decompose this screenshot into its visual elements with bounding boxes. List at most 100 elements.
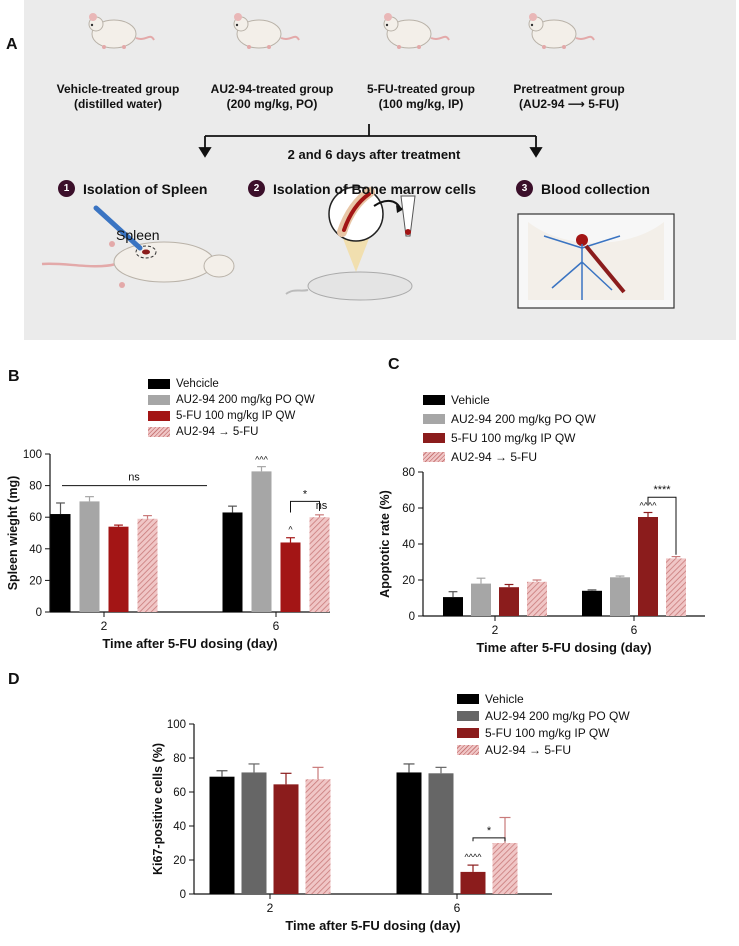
- d-bar-s2-c0: [273, 784, 299, 894]
- legend-d-label-1: AU2-94 200 mg/kg PO QW: [485, 708, 630, 723]
- chart-b-spleen-weight: 0 20 40 60 80 100 2 6 Time after 5-FU dosing (da…: [6, 449, 330, 651]
- legend-c: Vehicle AU2-94 200 mg/kg PO QW 5-FU 100 …: [423, 390, 596, 466]
- c-y-tick-label: 80: [402, 467, 415, 479]
- d-bar-s0-c1: [396, 772, 422, 894]
- legend-b-swatch-2: [148, 411, 170, 421]
- legend-c-label-2: 5-FU 100 mg/kg IP QW: [451, 430, 576, 445]
- legend-b-label-1: AU2-94 200 mg/kg PO QW: [176, 394, 315, 406]
- d-y-tick-label: 40: [173, 821, 186, 833]
- c-bar-s2-c0: [499, 587, 519, 616]
- d-star-bracket: [472, 837, 506, 842]
- d-bar-s1-c1: [428, 773, 454, 894]
- legend-d-item-2: 5-FU 100 mg/kg IP QW: [457, 724, 630, 741]
- c-y-tick-label: 60: [402, 503, 415, 515]
- c-bar-s2-c1: [638, 517, 658, 616]
- c-bar-s0-c1: [582, 590, 602, 616]
- legend-b-swatch-1: [148, 395, 170, 405]
- legend-d-label-0: Vehicle: [485, 691, 524, 706]
- legend-b-item-2: 5-FU 100 mg/kg IP QW: [148, 408, 315, 424]
- b-bar-s2-c0: [108, 526, 129, 612]
- legend-c-swatch-2: [423, 432, 445, 443]
- mouse-icon-au294: [233, 12, 300, 50]
- scheme-drawing: Spleen: [41, 12, 675, 309]
- group-label-5fu: 5-FU-treated group (100 mg/kg, IP): [336, 82, 506, 112]
- c-x-label: Time after 5-FU dosing (day): [476, 640, 651, 655]
- legend-c-label-3: AU2-94 → 5-FU: [451, 449, 538, 464]
- chart-c-apoptotic-rate: 0 20 40 60 80 2 6 Time after 5-FU dosing (day) A…: [378, 467, 705, 655]
- legend-b-label-2: 5-FU 100 mg/kg IP QW: [176, 410, 296, 422]
- group-5fu-line2: (100 mg/kg, IP): [378, 97, 464, 111]
- group-label-vehicle: Vehicle-treated group (distilled water): [33, 82, 203, 112]
- d-bar-s3-c0: [305, 779, 331, 894]
- d-bar-s0-c0: [209, 776, 235, 894]
- d-y-label: Ki67-positive cells (%): [151, 743, 165, 875]
- d-x-tick-label: 6: [454, 901, 461, 915]
- legend-b: Vehcicle AU2-94 200 mg/kg PO QW 5-FU 100…: [148, 376, 315, 440]
- chart-d-ki67: 0 20 40 60 80 100 2 6 Time after 5-FU dosing (da…: [151, 719, 552, 933]
- panel-letter-d: D: [8, 671, 20, 688]
- step-spleen: 1 Isolation of Spleen: [58, 180, 207, 197]
- panel-letter-a: A: [6, 36, 18, 53]
- b-bar-s1-c0: [79, 501, 100, 612]
- legend-d-item-0: Vehicle: [457, 690, 630, 707]
- timing-label: 2 and 6 days after treatment: [287, 147, 461, 162]
- legend-b-swatch-3: [148, 427, 170, 437]
- legend-d-swatch-0: [457, 693, 479, 704]
- legend-b-item-0: Vehcicle: [148, 376, 315, 392]
- group-label-pretreatment: Pretreatment group (AU2-94 ⟶ 5-FU): [484, 82, 654, 112]
- mouse-icon-pretreatment: [528, 12, 595, 50]
- legend-d-label-3: AU2-94 → 5-FU: [485, 742, 572, 757]
- group-au294-line1: AU2-94-treated group: [210, 82, 334, 96]
- group-5fu-line1: 5-FU-treated group: [367, 82, 475, 96]
- legend-c-item-3: AU2-94 → 5-FU: [423, 447, 596, 466]
- legend-c-label-0: Vehicle: [451, 392, 490, 407]
- experiment-scheme: Spleen Vehicle-treated group (distilled …: [24, 0, 736, 340]
- legend-c-swatch-1: [423, 413, 445, 424]
- b-y-label: Spleen wieght (mg): [6, 476, 20, 591]
- group-pretreatment-line2: (AU2-94 ⟶ 5-FU): [519, 97, 619, 111]
- b-bar-s1-c1: [251, 471, 272, 612]
- d-x-label: Time after 5-FU dosing (day): [285, 918, 460, 933]
- legend-b-swatch-0: [148, 379, 170, 389]
- legend-b-item-3: AU2-94 → 5-FU: [148, 424, 315, 440]
- panel-letter-b: B: [8, 368, 20, 385]
- b-y-tick-label: 20: [29, 575, 42, 587]
- b-bar-s0-c0: [50, 514, 71, 612]
- b-y-tick-label: 0: [36, 607, 42, 619]
- legend-d-label-2: 5-FU 100 mg/kg IP QW: [485, 725, 610, 740]
- d-fu-mark: ^^^^: [465, 852, 483, 862]
- step-number-3: 3: [516, 180, 533, 197]
- b-bar-s0-c1: [222, 512, 243, 612]
- spleen-dissection-icon: [41, 205, 235, 288]
- legend-d: Vehicle AU2-94 200 mg/kg PO QW 5-FU 100 …: [457, 690, 630, 758]
- c-fu-mark: ^^^^: [640, 501, 658, 511]
- d-y-tick-label: 80: [173, 753, 186, 765]
- c-y-tick-label: 40: [402, 539, 415, 551]
- c-bar-s1-c0: [471, 583, 491, 616]
- c-bar-s0-c0: [443, 597, 463, 616]
- c-bar-s3-c0: [527, 581, 547, 616]
- group-pretreatment-line1: Pretreatment group: [513, 82, 625, 96]
- legend-c-swatch-0: [423, 394, 445, 405]
- step-number-1: 1: [58, 180, 75, 197]
- b-au-mark: ^^^: [255, 455, 268, 465]
- b-star-bracket: [290, 500, 320, 513]
- b-y-tick-label: 100: [23, 449, 42, 461]
- legend-c-label-1: AU2-94 200 mg/kg PO QW: [451, 411, 596, 426]
- group-au294-line2: (200 mg/kg, PO): [226, 97, 318, 111]
- step-label-3: Blood collection: [541, 180, 650, 197]
- d-bar-s3-c1: [492, 843, 518, 894]
- d-y-tick-label: 100: [167, 719, 186, 731]
- bone-marrow-icon: [285, 186, 416, 301]
- group-vehicle-line1: Vehicle-treated group: [56, 82, 180, 96]
- legend-c-item-1: AU2-94 200 mg/kg PO QW: [423, 409, 596, 428]
- legend-c-item-2: 5-FU 100 mg/kg IP QW: [423, 428, 596, 447]
- b-star-text: *: [303, 488, 308, 500]
- b-y-tick-label: 80: [29, 481, 42, 493]
- d-bar-s1-c0: [241, 772, 267, 894]
- legend-b-label-3: AU2-94 → 5-FU: [176, 426, 259, 438]
- d-bar-s2-c1: [460, 871, 486, 894]
- b-ns-span-text: ns: [128, 472, 140, 484]
- c-bar-s3-c1: [666, 558, 686, 616]
- b-ns-pair-text: ns: [316, 500, 328, 512]
